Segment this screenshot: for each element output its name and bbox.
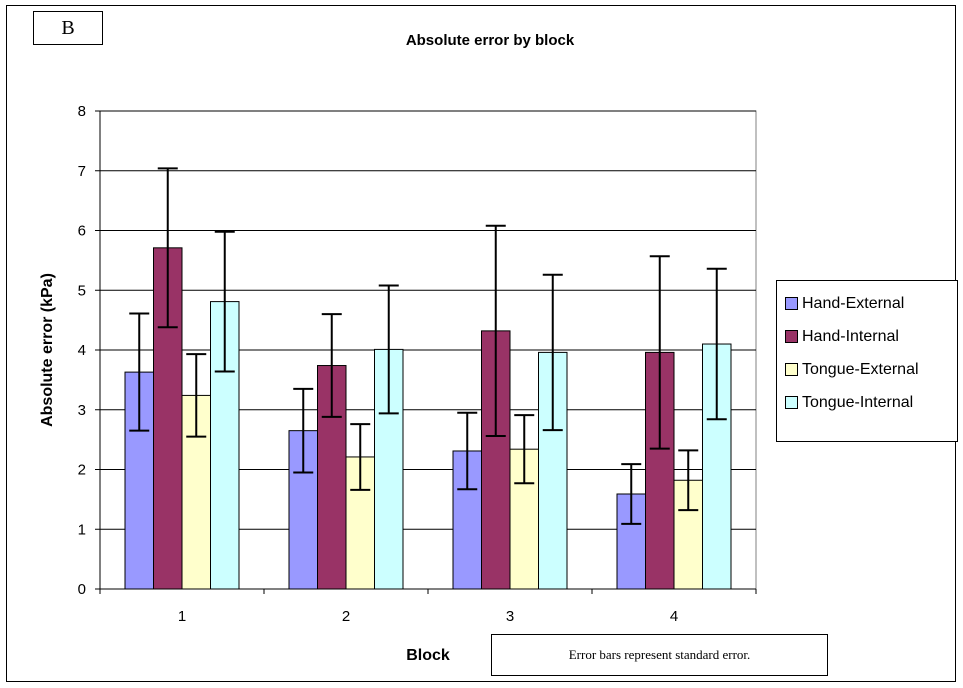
- legend-label: Tongue-External: [802, 360, 919, 378]
- bar: [124, 371, 154, 590]
- y-tick-label: 1: [78, 521, 86, 538]
- legend-swatch: [785, 363, 798, 376]
- x-tick-label: 3: [506, 608, 514, 625]
- x-tick-label: 2: [342, 608, 350, 625]
- legend: Hand-External Hand-Internal Tongue-Exter…: [776, 280, 958, 442]
- y-tick-label: 6: [78, 223, 86, 240]
- legend-label: Tongue-Internal: [802, 393, 914, 411]
- legend-swatch: [785, 330, 798, 343]
- y-tick-label: 3: [78, 402, 86, 419]
- y-tick-label: 2: [78, 462, 86, 479]
- legend-swatch: [785, 297, 798, 310]
- x-tick-label: 4: [670, 608, 678, 625]
- y-axis-label: Absolute error (kPa): [39, 273, 56, 427]
- y-tick-label: 0: [78, 581, 86, 598]
- y-tick-label: 8: [78, 103, 86, 120]
- y-tick-label: 4: [78, 342, 86, 359]
- error-bar-note: Error bars represent standard error.: [491, 634, 828, 676]
- legend-item-tongue-internal: Tongue-Internal: [785, 386, 957, 419]
- legend-item-tongue-external: Tongue-External: [785, 353, 957, 386]
- x-axis-label: Block: [406, 647, 450, 664]
- legend-item-hand-external: Hand-External: [785, 287, 957, 320]
- legend-swatch: [785, 396, 798, 409]
- y-tick-label: 7: [78, 163, 86, 180]
- x-tick-label: 1: [178, 608, 186, 625]
- chart-title: Absolute error by block: [405, 32, 575, 49]
- panel-label: B: [33, 11, 103, 45]
- legend-label: Hand-External: [802, 294, 905, 312]
- legend-item-hand-internal: Hand-Internal: [785, 320, 957, 353]
- y-tick-label: 5: [78, 282, 86, 299]
- legend-label: Hand-Internal: [802, 327, 899, 345]
